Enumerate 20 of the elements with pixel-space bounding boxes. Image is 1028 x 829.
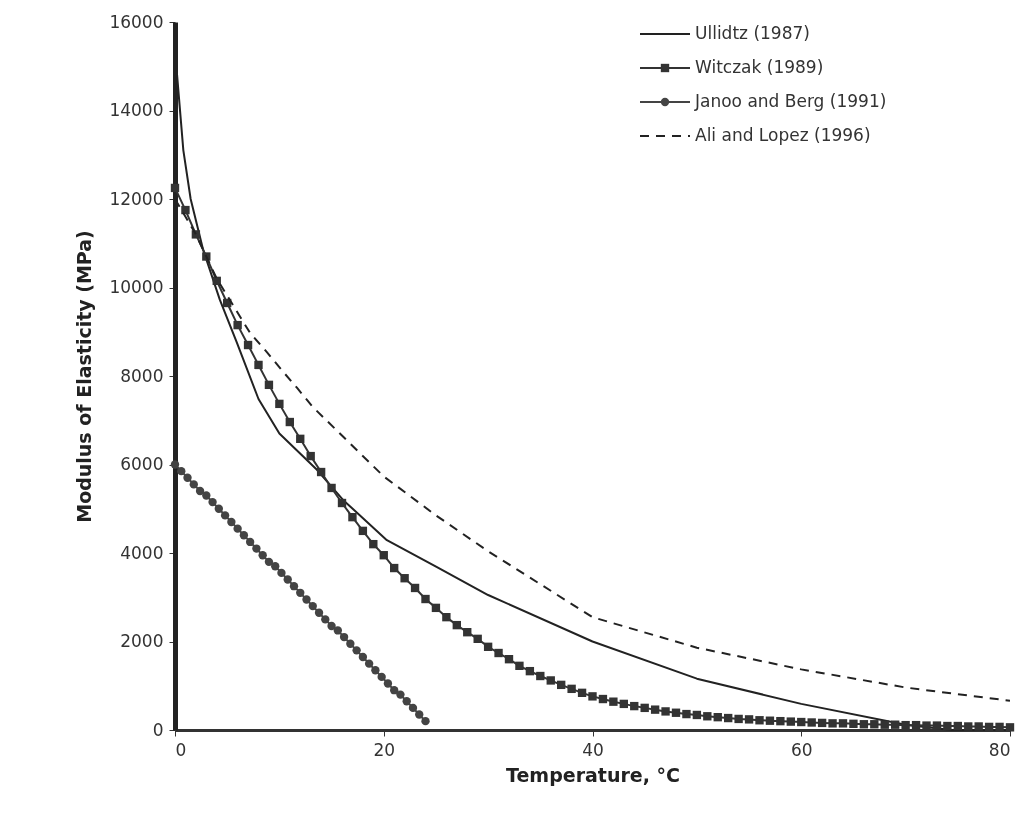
y-tick-label: 12000 [109, 188, 164, 209]
x-tick-label: 80 [988, 739, 1011, 760]
x-tick-label: 20 [373, 739, 396, 760]
x-tick-label: 0 [175, 739, 187, 760]
y-tick-label: 14000 [109, 100, 164, 120]
legend-label: Ullidtz (1987) [695, 23, 810, 43]
x-tick-label: 40 [582, 739, 604, 760]
x-axis-title: Temperature, °C [506, 763, 680, 786]
y-tick-label: 4000 [120, 542, 164, 563]
y-tick-label: 8000 [120, 365, 164, 386]
y-tick-label: 6000 [120, 454, 164, 474]
y-tick-label: 2000 [120, 631, 164, 651]
y-tick-label: 16000 [109, 11, 164, 32]
y-tick-label: 0 [152, 719, 164, 740]
legend-label: Janoo and Berg (1991) [694, 91, 887, 111]
y-axis-title: Modulus of Elasticity (MPa) [73, 230, 96, 523]
legend-label: Witczak (1989) [695, 57, 824, 77]
legend-label: Ali and Lopez (1996) [695, 125, 871, 145]
x-tick-label: 60 [790, 739, 813, 760]
y-tick-label: 10000 [109, 277, 164, 297]
